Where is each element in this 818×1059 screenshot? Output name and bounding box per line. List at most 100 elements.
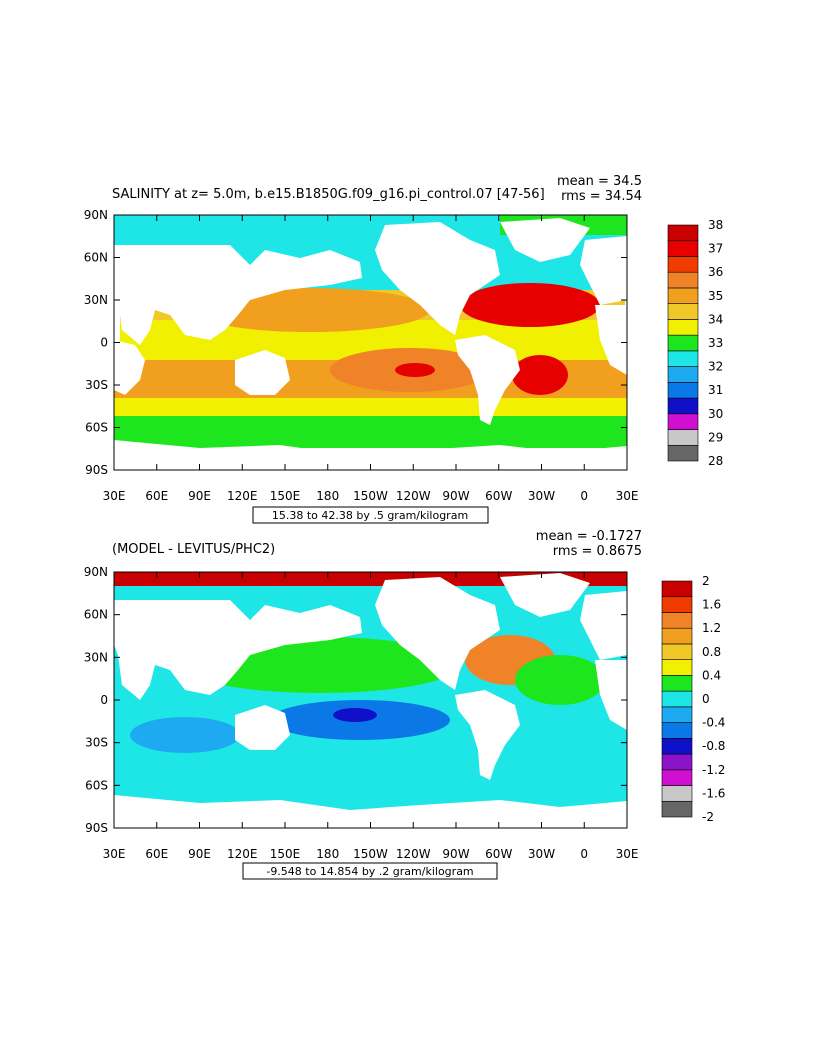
land-africa-east (595, 660, 627, 730)
colorbar-swatch (667, 350, 699, 367)
colorbar-swatch (667, 303, 699, 320)
y-tick-label: 60S (85, 778, 108, 792)
colorbar-swatch (661, 706, 693, 723)
land-africa-south (114, 340, 145, 395)
x-tick-label: 60W (485, 489, 512, 503)
colorbar-label: -0.4 (702, 716, 725, 730)
y-tick-label: 30S (85, 378, 108, 392)
southern-ocean (114, 770, 627, 800)
y-tick-labels: 90N 60N 30N 0 30S 60S 90S (84, 208, 627, 477)
colorbar-swatch (667, 287, 699, 304)
contour-info-box (252, 506, 489, 524)
colorbar-label: 36 (708, 265, 723, 279)
colorbar-label: -1.6 (702, 786, 725, 800)
south-atlantic-max (512, 355, 568, 395)
x-tick-label: 120E (227, 847, 258, 861)
pacific-min (333, 708, 377, 722)
x-tick-label: 30W (528, 847, 555, 861)
colorbar-label: 0.4 (702, 668, 721, 682)
contour-info-box (242, 862, 498, 880)
land-north-america (375, 577, 500, 690)
x-tick-label: 30E (103, 489, 126, 503)
colorbar-label: 38 (708, 218, 723, 232)
x-tick-labels: 30E 60E 90E 120E 150E 180 150W 120W 90W 60W 30W 0 30… (103, 215, 638, 503)
y-tick-labels: 90N 60N 30N 0 30S 60S 90S (84, 565, 627, 835)
colorbar-swatch (661, 627, 693, 645)
difference-panel: (MODEL - LEVITUS/PHC2) mean = -0.1727 rm… (84, 529, 725, 880)
x-tick-label: 120E (227, 489, 258, 503)
colorbar-swatch (661, 659, 693, 676)
land-europe (580, 236, 627, 305)
colorbar-label: 1.6 (702, 598, 721, 612)
colorbar-label: 30 (708, 407, 723, 421)
land-eurasia-africa (114, 245, 362, 345)
land-eurasia-africa (114, 600, 362, 700)
colorbar-swatch (667, 382, 699, 399)
colorbar-swatch (667, 240, 699, 257)
colorbar-label: 34 (708, 312, 723, 326)
y-tick-label: 60N (84, 251, 108, 265)
colorbar-swatch (667, 271, 699, 289)
mean-label: mean = 34.5 (557, 174, 642, 189)
y-tick-label: 0 (100, 693, 108, 707)
y-tick-label: 90S (85, 463, 108, 477)
rms-label: rms = 34.54 (561, 189, 642, 204)
colorbar-swatch (661, 580, 693, 598)
y-tick-label: 90N (84, 208, 108, 222)
mean-label: mean = -0.1727 (536, 529, 642, 544)
colorbar-swatch (661, 738, 693, 755)
y-tick-label: 0 (100, 336, 108, 350)
x-tick-label: 30E (103, 847, 126, 861)
salinity-panel: SALINITY at z= 5.0m, b.e15.B1850G.f09_g1… (84, 174, 723, 524)
x-tick-labels: 30E 60E 90E 120E 150E 180 150W 120W 90W 60W 30W 0 30… (103, 572, 638, 861)
x-tick-label: 60E (145, 489, 168, 503)
colorbar-label: -0.8 (702, 739, 725, 753)
contour-info: -9.548 to 14.854 by .2 gram/kilogram (266, 865, 473, 878)
colorbar-label: 37 (708, 242, 723, 256)
map-area (114, 215, 627, 470)
land-australia (235, 705, 290, 750)
colorbar-label: 28 (708, 454, 723, 468)
indian-ocean-negative (130, 717, 240, 753)
x-tick-label: 90W (442, 489, 469, 503)
x-tick-label: 90E (188, 489, 211, 503)
colorbar-label: 31 (708, 383, 723, 397)
y-tick-label: 90N (84, 565, 108, 579)
colorbar-swatch (667, 256, 699, 273)
contour-info: 15.38 to 42.38 by .5 gram/kilogram (272, 509, 468, 522)
x-tick-label: 0 (580, 847, 588, 861)
x-tick-label: 60E (145, 847, 168, 861)
rms-label: rms = 0.8675 (553, 544, 642, 559)
y-tick-label: 30N (84, 650, 108, 664)
colorbar-label: -1.2 (702, 763, 725, 777)
colorbar-swatch (661, 722, 693, 739)
colorbar-swatch (667, 413, 699, 430)
atlantic-zero (515, 655, 605, 705)
colorbar-swatch (667, 224, 699, 242)
colorbar-swatch (661, 596, 693, 613)
land-south-america (455, 335, 520, 425)
land-greenland (500, 218, 590, 262)
x-tick-label: 180 (316, 847, 339, 861)
x-tick-label: 90E (188, 847, 211, 861)
colorbar-label: 32 (708, 360, 723, 374)
panel-title: SALINITY at z= 5.0m, b.e15.B1850G.f09_g1… (112, 187, 545, 202)
colorbar-swatch (667, 397, 699, 415)
colorbar-label: 2 (702, 574, 710, 588)
colorbar-swatch (667, 429, 699, 446)
colorbar-swatch (661, 675, 693, 692)
colorbar-label: 35 (708, 289, 723, 303)
colorbar-swatch (661, 753, 693, 771)
x-tick-label: 90W (442, 847, 469, 861)
colorbar-swatch (667, 334, 699, 352)
colorbar: 38 37 36 35 34 33 32 31 30 29 28 (667, 218, 723, 468)
colorbar-swatch (661, 769, 693, 786)
north-atlantic-max (460, 283, 600, 327)
colorbar-label: 29 (708, 430, 723, 444)
land-south-america (455, 690, 520, 780)
colorbar-label: 0 (702, 692, 710, 706)
colorbar-label: 0.8 (702, 645, 721, 659)
colorbar-label: 1.2 (702, 621, 721, 635)
x-tick-label: 0 (580, 489, 588, 503)
